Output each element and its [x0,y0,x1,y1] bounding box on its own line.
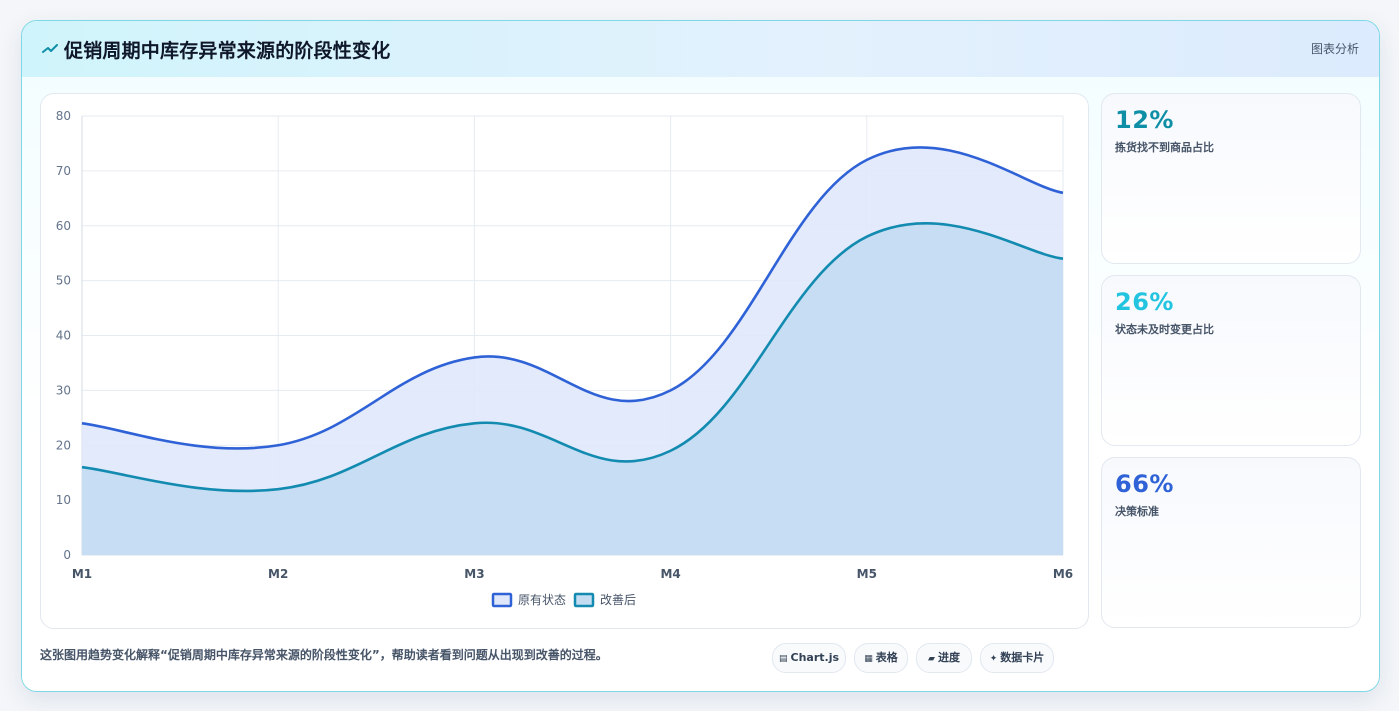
series-area-2 [82,223,1063,555]
y-tick-label: 70 [56,164,71,178]
y-tick-label: 20 [56,438,71,452]
x-tick-label: M2 [268,567,288,581]
legend-swatch [491,592,513,608]
x-tick-label: M1 [72,567,92,581]
progress-pill[interactable]: ▰ 进度 [916,643,972,673]
series-line-2 [81,222,1064,493]
chartjs-pill[interactable]: ▤ Chart.js [772,643,846,673]
chart-icon: ▤ [778,654,788,664]
series-line-1 [81,146,1064,450]
stat-card-3: 66% 决策标准 [1101,457,1361,628]
sparkline-icon [42,44,58,53]
stat-card-1: 12% 拣货找不到商品占比 [1101,93,1361,264]
pill-label: Chart.js [790,651,840,664]
sparkle-icon: ✦ [989,654,998,664]
y-tick-label: 50 [56,274,71,288]
x-tick-label: M4 [660,567,680,581]
pill-label: 进度 [937,651,960,664]
stat-value: 12% [1115,106,1174,134]
legend-label: 改善后 [600,592,636,607]
chart-card: 促销周期中库存异常来源的阶段性变化 图表分析 0 10 20 30 40 50 60 70 80… [21,20,1380,692]
y-tick-label: 30 [56,383,71,397]
table-icon: ▦ [864,654,873,664]
stat-card-2: 26% 状态未及时变更占比 [1101,275,1361,446]
chart-caption: 这张图用趋势变化解释“促销周期中库存异常来源的阶段性变化”，帮助读者看到问题从出… [40,648,608,662]
y-tick-label: 80 [56,109,71,123]
header-tag: 图表分析 [1310,42,1359,56]
x-tick-label: M6 [1053,567,1073,581]
stat-label: 决策标准 [1115,505,1159,518]
stat-label: 拣货找不到商品占比 [1115,141,1214,154]
y-tick-label: 60 [56,219,71,233]
table-pill[interactable]: ▦ 表格 [854,643,908,673]
progress-icon: ▰ [928,654,935,664]
x-tick-label: M3 [464,567,484,581]
data-card-pill[interactable]: ✦ 数据卡片 [980,643,1054,673]
x-tick-label: M5 [857,567,877,581]
legend-label: 原有状态 [518,593,566,607]
chart-panel: 0 10 20 30 40 50 60 70 80 M1 M2 M3 M4 M5 M6 原有状态 改善后 [40,93,1089,629]
pill-label: 表格 [875,651,898,664]
stat-label: 状态未及时变更占比 [1115,323,1214,336]
legend-swatch [573,592,595,608]
card-header: 促销周期中库存异常来源的阶段性变化 图表分析 [22,21,1379,77]
y-tick-label: 10 [56,493,71,507]
page-title: 促销周期中库存异常来源的阶段性变化 [64,40,391,62]
stat-value: 26% [1115,288,1174,316]
stat-value: 66% [1115,470,1174,498]
area-chart: 0 10 20 30 40 50 60 70 80 M1 M2 M3 M4 M5 M6 原有状态 改善后 [56,109,1073,608]
pill-label: 数据卡片 [1000,651,1045,664]
y-tick-label: 40 [56,329,71,343]
y-tick-label: 0 [63,548,71,562]
